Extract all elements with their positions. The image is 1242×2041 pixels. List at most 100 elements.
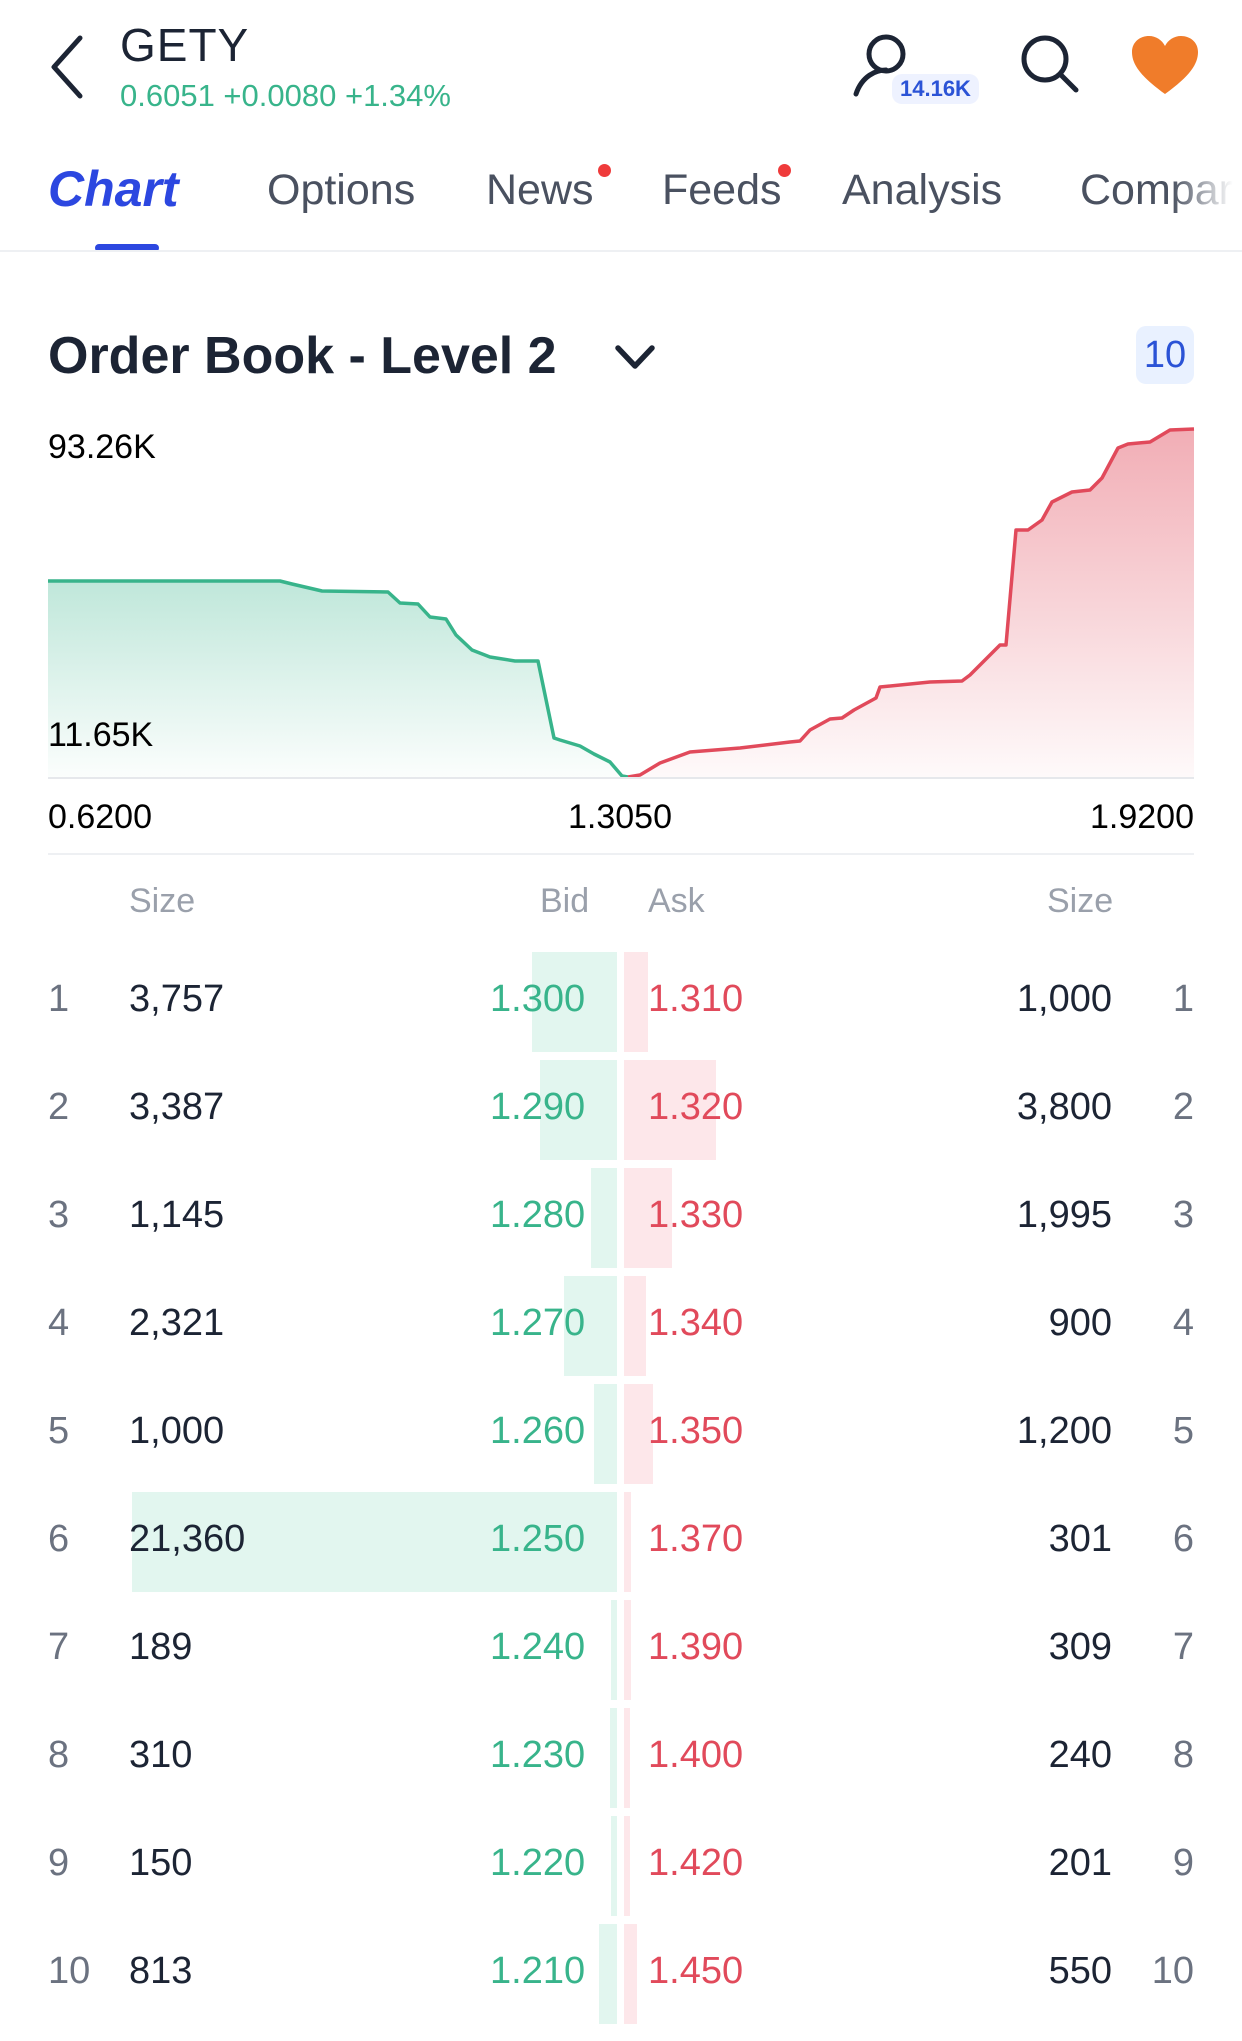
rank-right: 8 — [1172, 1734, 1194, 1776]
bid-price: 1.220 — [490, 1842, 586, 1884]
bid-depth-bar — [611, 1816, 617, 1916]
ask-depth-bar — [624, 1492, 632, 1592]
chevron-down-icon[interactable] — [612, 338, 658, 378]
bid-depth-bar — [564, 1276, 617, 1376]
ask-size: 309 — [1048, 1626, 1112, 1668]
heart-icon[interactable] — [1130, 34, 1200, 96]
bid-price: 1.250 — [490, 1518, 586, 1560]
bid-depth-area — [48, 581, 628, 777]
bid-size: 813 — [129, 1950, 193, 1992]
ask-price: 1.390 — [648, 1626, 744, 1668]
header-ask: Ask — [648, 882, 705, 920]
ask-depth-bar — [624, 1816, 630, 1916]
orderbook-title[interactable]: Order Book - Level 2 — [48, 327, 557, 385]
bid-size: 3,757 — [129, 978, 225, 1020]
rank-right: 5 — [1172, 1410, 1194, 1452]
bid-price: 1.240 — [490, 1626, 586, 1668]
bid-price: 1.210 — [490, 1950, 586, 1992]
ask-size: 240 — [1048, 1734, 1112, 1776]
x-axis-mid-label: 1.3050 — [568, 798, 672, 836]
rank-left: 2 — [48, 1086, 70, 1128]
tab-chart[interactable]: Chart — [48, 161, 179, 217]
chart-max-label: 93.26K — [48, 428, 156, 466]
bid-depth-bar — [594, 1384, 617, 1484]
bid-size: 2,321 — [129, 1302, 225, 1344]
header-ask-size: Size — [1047, 882, 1114, 920]
ask-size: 1,000 — [1016, 978, 1112, 1020]
tab-bar: Chart Options News Feeds Analysis Compar — [0, 152, 1242, 252]
bid-depth-bar — [540, 1060, 617, 1160]
rank-right: 1 — [1172, 978, 1194, 1020]
active-tab-indicator — [95, 244, 159, 252]
ask-depth-bar — [624, 1276, 646, 1376]
tab-feeds[interactable]: Feeds — [662, 166, 782, 214]
bid-size: 150 — [129, 1842, 193, 1884]
tab-analysis[interactable]: Analysis — [842, 166, 1003, 214]
orderbook-row[interactable]: 5 1,000 1.260 1.350 1,200 5 — [0, 1410, 1242, 1460]
rank-left: 3 — [48, 1194, 70, 1236]
bid-size: 1,000 — [129, 1410, 225, 1452]
x-axis-left-label: 0.6200 — [48, 798, 152, 836]
bid-depth-bar — [531, 952, 617, 1052]
orderbook-row[interactable]: 8 310 1.230 1.400 240 8 — [0, 1734, 1242, 1784]
tab-options[interactable]: Options — [267, 166, 416, 214]
rank-right: 2 — [1172, 1086, 1194, 1128]
ask-depth-bar — [624, 952, 649, 1052]
bid-depth-bar — [611, 1600, 617, 1700]
bid-size: 310 — [129, 1734, 193, 1776]
back-arrow-icon[interactable] — [44, 32, 94, 102]
rank-left: 6 — [48, 1518, 70, 1560]
depth-selector[interactable]: 10 — [1136, 326, 1194, 384]
ask-size: 3,800 — [1016, 1086, 1112, 1128]
ask-price: 1.340 — [648, 1302, 744, 1344]
orderbook-row[interactable]: 6 21,360 1.250 1.370 301 6 — [0, 1518, 1242, 1568]
bid-price: 1.230 — [490, 1734, 586, 1776]
rank-left: 4 — [48, 1302, 70, 1344]
ask-size: 900 — [1048, 1302, 1112, 1344]
rank-right: 9 — [1172, 1842, 1194, 1884]
rank-left: 8 — [48, 1734, 70, 1776]
x-axis-right-label: 1.9200 — [1090, 798, 1194, 836]
search-icon[interactable] — [1018, 32, 1080, 94]
ask-price: 1.330 — [648, 1194, 744, 1236]
orderbook-row[interactable]: 4 2,321 1.270 1.340 900 4 — [0, 1302, 1242, 1352]
bid-price: 1.270 — [490, 1302, 586, 1344]
ask-size: 201 — [1048, 1842, 1112, 1884]
rank-right: 7 — [1172, 1626, 1194, 1668]
header-bid: Bid — [540, 882, 590, 920]
follow-button[interactable]: 14.16K — [848, 30, 979, 110]
orderbook-row[interactable]: 2 3,387 1.290 1.320 3,800 2 — [0, 1086, 1242, 1136]
bid-size: 3,387 — [129, 1086, 225, 1128]
price-quote: 0.6051 +0.0080 +1.34% — [120, 78, 451, 113]
bid-price: 1.280 — [490, 1194, 586, 1236]
tab-compare[interactable]: Compar — [1080, 166, 1233, 214]
ask-size: 1,995 — [1016, 1194, 1112, 1236]
ask-price: 1.400 — [648, 1734, 744, 1776]
bid-depth-bar — [591, 1168, 617, 1268]
orderbook-row[interactable]: 3 1,145 1.280 1.330 1,995 3 — [0, 1194, 1242, 1244]
bid-depth-bar — [598, 1924, 617, 2024]
bid-depth-bar — [609, 1708, 617, 1808]
feeds-notification-dot — [778, 164, 791, 177]
ask-price: 1.310 — [648, 978, 744, 1020]
rank-left: 1 — [48, 978, 70, 1020]
ask-depth-bar — [624, 1384, 654, 1484]
tab-news[interactable]: News — [486, 166, 594, 214]
ask-size: 550 — [1048, 1950, 1112, 1992]
ask-depth-line — [627, 427, 1195, 779]
orderbook-row[interactable]: 7 189 1.240 1.390 309 7 — [0, 1626, 1242, 1676]
rank-left: 7 — [48, 1626, 70, 1668]
rank-right: 10 — [1151, 1950, 1194, 1992]
rank-left: 9 — [48, 1842, 70, 1884]
ask-price: 1.320 — [648, 1086, 744, 1128]
ask-price: 1.420 — [648, 1842, 744, 1884]
depth-chart: 93.26K 11.65K 0.6200 1.3050 1.9200 — [48, 427, 1195, 855]
orderbook-row[interactable]: 9 150 1.220 1.420 201 9 — [0, 1842, 1242, 1892]
ask-price: 1.450 — [648, 1950, 744, 1992]
followers-count: 14.16K — [892, 74, 979, 104]
orderbook-row[interactable]: 1 3,757 1.300 1.310 1,000 1 — [0, 978, 1242, 1028]
bid-size: 21,360 — [129, 1518, 246, 1560]
orderbook-row[interactable]: 10 813 1.210 1.450 550 10 — [0, 1950, 1242, 2000]
rank-right: 3 — [1172, 1194, 1194, 1236]
bid-price: 1.260 — [490, 1410, 586, 1452]
